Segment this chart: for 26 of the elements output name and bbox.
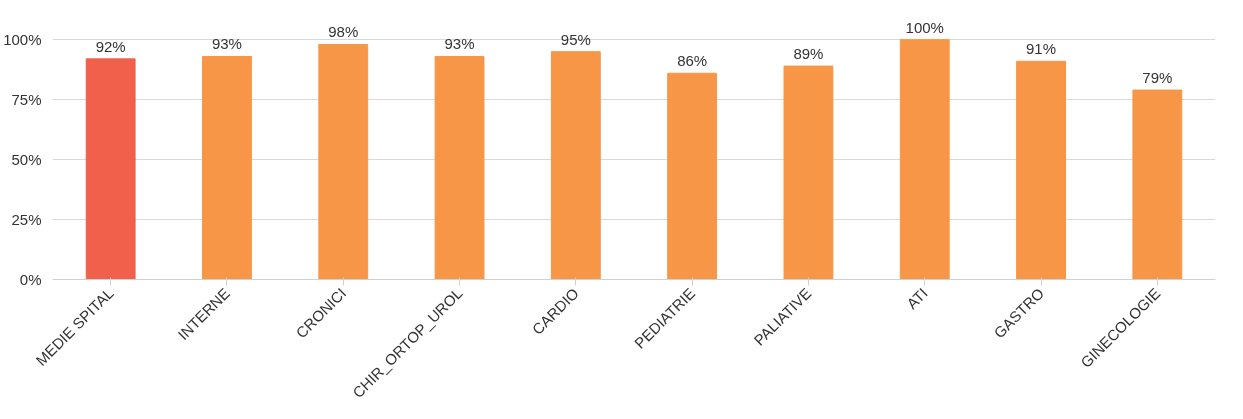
bar: [85, 58, 136, 280]
bar: [1132, 89, 1183, 280]
bar: [434, 55, 485, 280]
data-label: 100%: [905, 18, 944, 36]
data-label: 79%: [1142, 69, 1173, 87]
bar: [318, 43, 369, 280]
data-label: 91%: [1026, 40, 1057, 58]
data-label: 93%: [211, 35, 242, 53]
y-tick-label: 50%: [11, 151, 42, 169]
y-tick-label: 100%: [3, 31, 42, 49]
bar: [667, 72, 718, 280]
bar: [202, 55, 252, 280]
bar: [899, 39, 950, 280]
data-label: 92%: [95, 37, 126, 55]
x-tick-label: ATI: [903, 284, 931, 313]
data-label: 98%: [328, 23, 359, 41]
y-tick-label: 0%: [19, 271, 42, 288]
y-tick-label: 25%: [11, 211, 42, 229]
bar: [1016, 60, 1066, 280]
data-label: 89%: [793, 45, 824, 63]
data-label: 95%: [560, 30, 591, 48]
bar: [550, 51, 601, 280]
data-label: 93%: [444, 35, 475, 53]
bar: [783, 65, 834, 280]
y-tick-label: 75%: [11, 91, 42, 109]
data-label: 86%: [677, 52, 708, 70]
